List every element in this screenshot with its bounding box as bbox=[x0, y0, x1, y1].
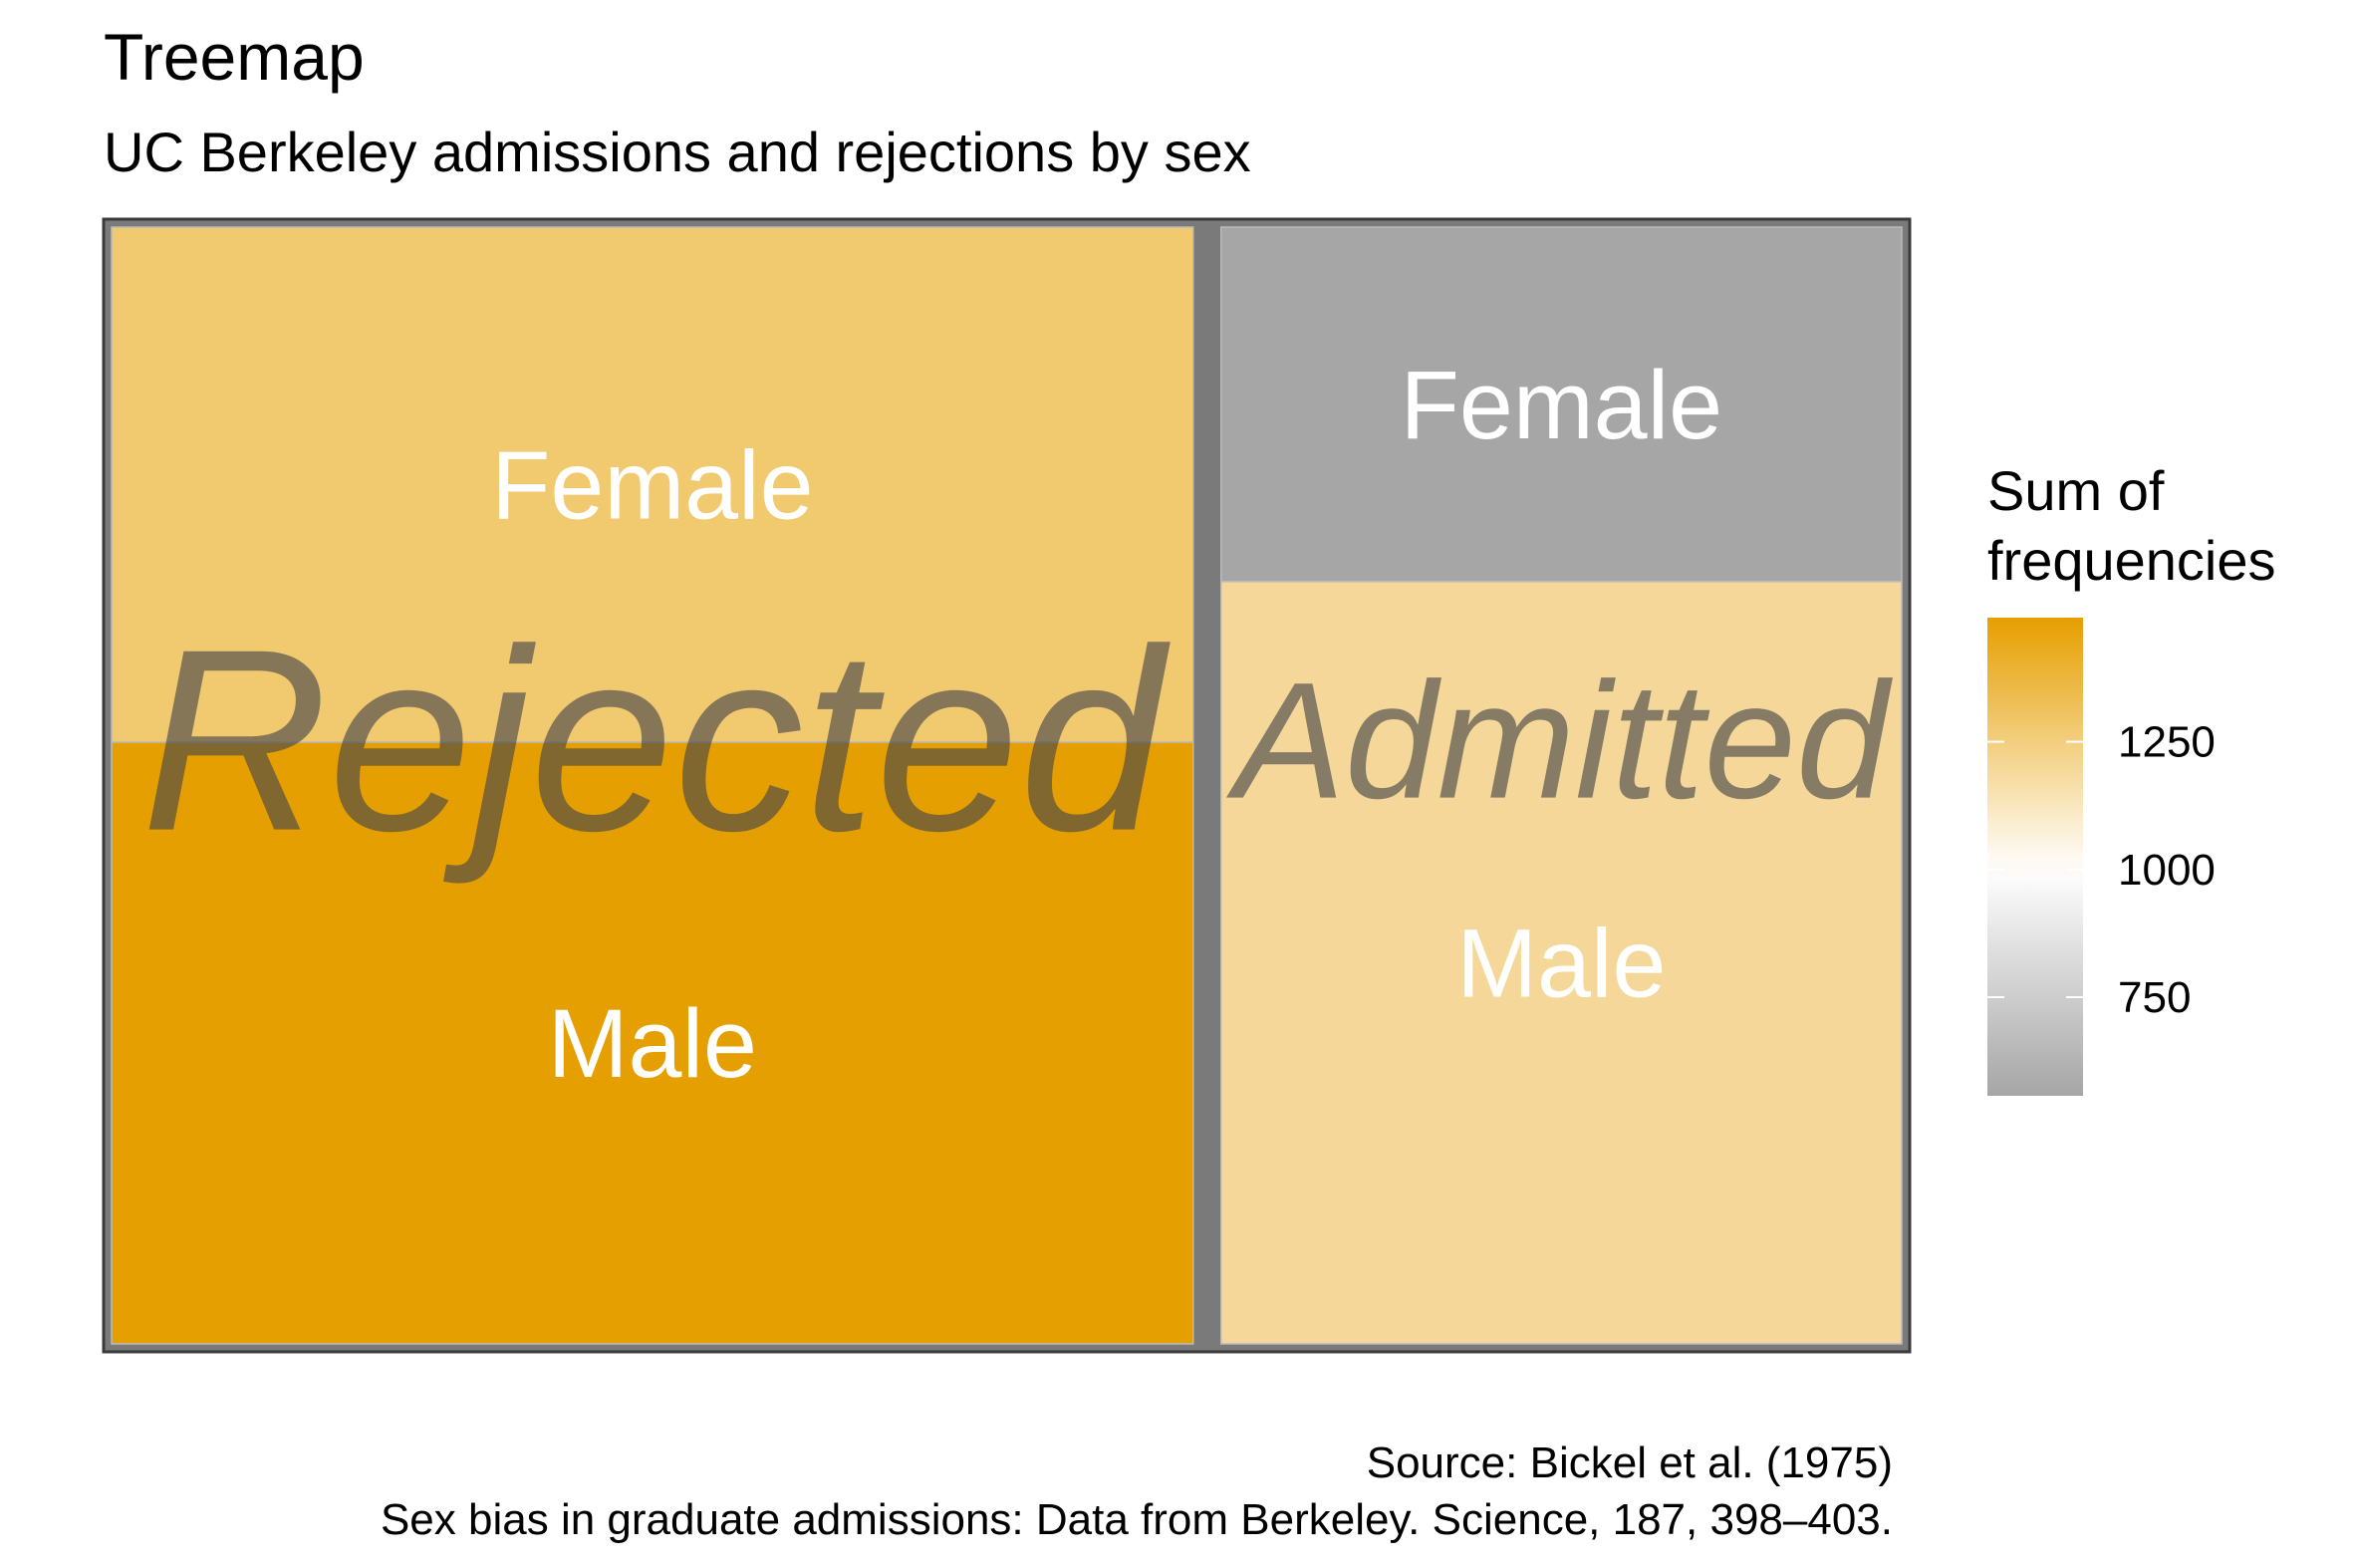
caption-citation: Sex bias in graduate admissions: Data fr… bbox=[381, 1495, 1893, 1544]
group-label-rejected: Rejected bbox=[141, 597, 1174, 887]
plot-area: Female Male Female Male Rejected Admitted bbox=[102, 217, 1912, 1354]
color-legend: Sum of frequencies 1250 1000 750 bbox=[1987, 459, 2276, 1096]
tile-rejected-male bbox=[111, 741, 1194, 1345]
legend-colorbar bbox=[1987, 618, 2083, 1096]
tile-admitted-female bbox=[1219, 226, 1903, 583]
legend-title-line2: frequencies bbox=[1987, 529, 2276, 592]
tile-admitted-male bbox=[1219, 581, 1903, 1345]
caption-source: Source: Bickel et al. (1975) bbox=[1367, 1438, 1893, 1487]
legend-tick-label: 750 bbox=[2118, 973, 2191, 1022]
tile-label-admitted-female: Female bbox=[1401, 351, 1722, 459]
legend-title-line1: Sum of bbox=[1987, 459, 2165, 522]
legend-tick-label: 1250 bbox=[2118, 718, 2216, 767]
group-label-admitted: Admitted bbox=[1225, 649, 1893, 834]
legend-tick-label: 1000 bbox=[2118, 846, 2216, 895]
tile-label-admitted-male: Male bbox=[1456, 909, 1666, 1017]
chart-title: Treemap bbox=[104, 20, 365, 94]
tile-rejected-female bbox=[111, 226, 1194, 743]
chart-subtitle: UC Berkeley admissions and rejections by… bbox=[104, 121, 1251, 183]
tile-label-rejected-male: Male bbox=[548, 989, 757, 1098]
tile-label-rejected-female: Female bbox=[491, 431, 813, 540]
